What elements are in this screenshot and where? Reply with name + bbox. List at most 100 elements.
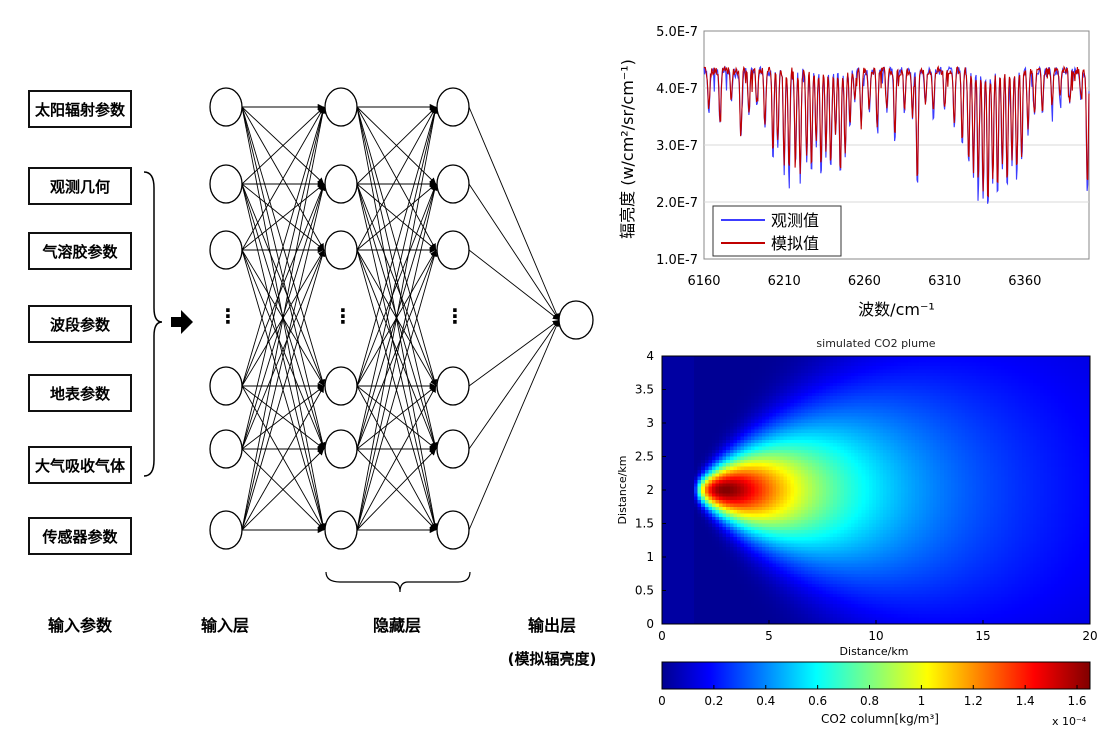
heatmap-cell — [872, 600, 877, 605]
heatmap-cell — [826, 409, 831, 414]
heatmap-cell — [843, 399, 849, 404]
heatmap-cell — [776, 473, 781, 478]
hidden2-node — [436, 164, 470, 204]
heatmap-cell — [797, 456, 802, 461]
heatmap-cell — [793, 550, 799, 555]
heatmap-cell — [847, 409, 852, 414]
heatmap-cell — [701, 607, 706, 612]
heatmap-cell — [790, 396, 795, 401]
heatmap-cell — [665, 399, 670, 404]
heatmap-cell — [808, 449, 813, 454]
heatmap-cell — [744, 523, 749, 528]
heatmap-cell — [811, 550, 816, 555]
heatmap-cell — [726, 523, 731, 528]
heatmap-cell — [786, 469, 791, 474]
heatmap-cell — [672, 550, 677, 555]
heatmap-cell — [704, 412, 709, 417]
heatmap-cell — [686, 453, 692, 458]
heatmap-cell — [808, 389, 813, 394]
heatmap-cell — [697, 392, 702, 397]
heatmap-cell — [847, 580, 852, 585]
heatmap-cell — [719, 546, 724, 551]
heatmap-cell — [793, 416, 799, 421]
heatmap-cell — [754, 382, 759, 387]
heatmap-cell — [676, 613, 681, 618]
heatmap-cell — [683, 463, 688, 468]
heatmap-cell — [772, 369, 777, 374]
heatmap-cell — [769, 613, 774, 618]
heatmap-cell — [722, 560, 727, 565]
heatmap-cell — [686, 386, 692, 391]
heatmap-cell — [708, 567, 713, 571]
heatmap-cell — [686, 583, 692, 588]
heatmap-cell — [776, 536, 781, 541]
heatmap-cell — [683, 389, 688, 394]
heatmap-cell — [829, 503, 834, 508]
heatmap-cell — [868, 379, 874, 384]
heatmap-cell — [744, 446, 749, 451]
heatmap-cell — [822, 429, 827, 434]
heatmap-cell — [797, 573, 802, 578]
heatmap-cell — [662, 570, 667, 575]
heatmap-cell — [858, 389, 863, 394]
heatmap-cell — [854, 520, 859, 525]
heatmap-cell — [822, 503, 827, 508]
heatmap-cell — [711, 523, 717, 528]
heatmap-cell — [829, 439, 834, 444]
heatmap-cell — [694, 540, 699, 545]
heatmap-cell — [804, 526, 809, 531]
heatmap-cell — [662, 356, 667, 360]
heatmap-cell — [679, 389, 684, 394]
heatmap-cell — [843, 359, 849, 364]
heatmap-cell — [783, 372, 788, 377]
heatmap-cell — [733, 423, 738, 427]
heatmap-cell — [719, 423, 724, 427]
heatmap-cell — [711, 560, 717, 565]
heatmap-cell — [826, 510, 831, 515]
heatmap-cell — [783, 496, 788, 501]
heatmap-cell — [740, 376, 745, 381]
heatmap-cell — [751, 399, 756, 404]
heatmap-cell — [765, 453, 770, 458]
heatmap-cell — [686, 369, 692, 374]
heatmap-cell — [726, 486, 731, 491]
hidden2-node — [436, 429, 470, 469]
heatmap-cell — [801, 597, 806, 602]
heatmap-cell — [672, 429, 677, 434]
heatmap-cell — [679, 493, 684, 498]
output-connection — [468, 249, 560, 321]
heatmap-cell — [733, 419, 738, 424]
heatmap-cell — [719, 620, 724, 625]
heatmap-cell — [722, 520, 727, 525]
heatmap-cell — [818, 479, 824, 484]
heatmap-cell — [740, 359, 745, 364]
heatmap-cell — [704, 580, 709, 585]
heatmap-cell — [676, 520, 681, 525]
heatmap-cell — [854, 382, 859, 387]
heatmap-cell — [865, 536, 870, 541]
heatmap-cell — [686, 496, 692, 501]
heatmap-cell — [865, 506, 870, 511]
heatmap-cell — [861, 553, 866, 558]
heatmap-cell — [758, 402, 763, 407]
heatmap-cell — [840, 409, 845, 414]
heatmap-cell — [740, 479, 745, 484]
heatmap-cell — [733, 553, 738, 558]
heatmap-cell — [822, 587, 827, 592]
heatmap-cell — [754, 406, 759, 411]
heatmap-cell — [808, 570, 813, 575]
heatmap-cell — [719, 500, 724, 504]
heatmap-cell — [822, 406, 827, 411]
heatmap-cell — [829, 583, 834, 588]
heatmap-cell — [826, 449, 831, 454]
heatmap-cell — [726, 436, 731, 441]
heatmap-cell — [876, 419, 881, 424]
heatmap-cell — [686, 402, 692, 407]
heatmap-cell — [733, 523, 738, 528]
heatmap-cell — [733, 439, 738, 444]
heatmap-cell — [694, 490, 699, 494]
heatmap-cell — [729, 402, 734, 407]
heatmap-cell — [865, 396, 870, 401]
heatmap-cell — [797, 409, 802, 414]
heatmap-cell — [811, 453, 816, 458]
